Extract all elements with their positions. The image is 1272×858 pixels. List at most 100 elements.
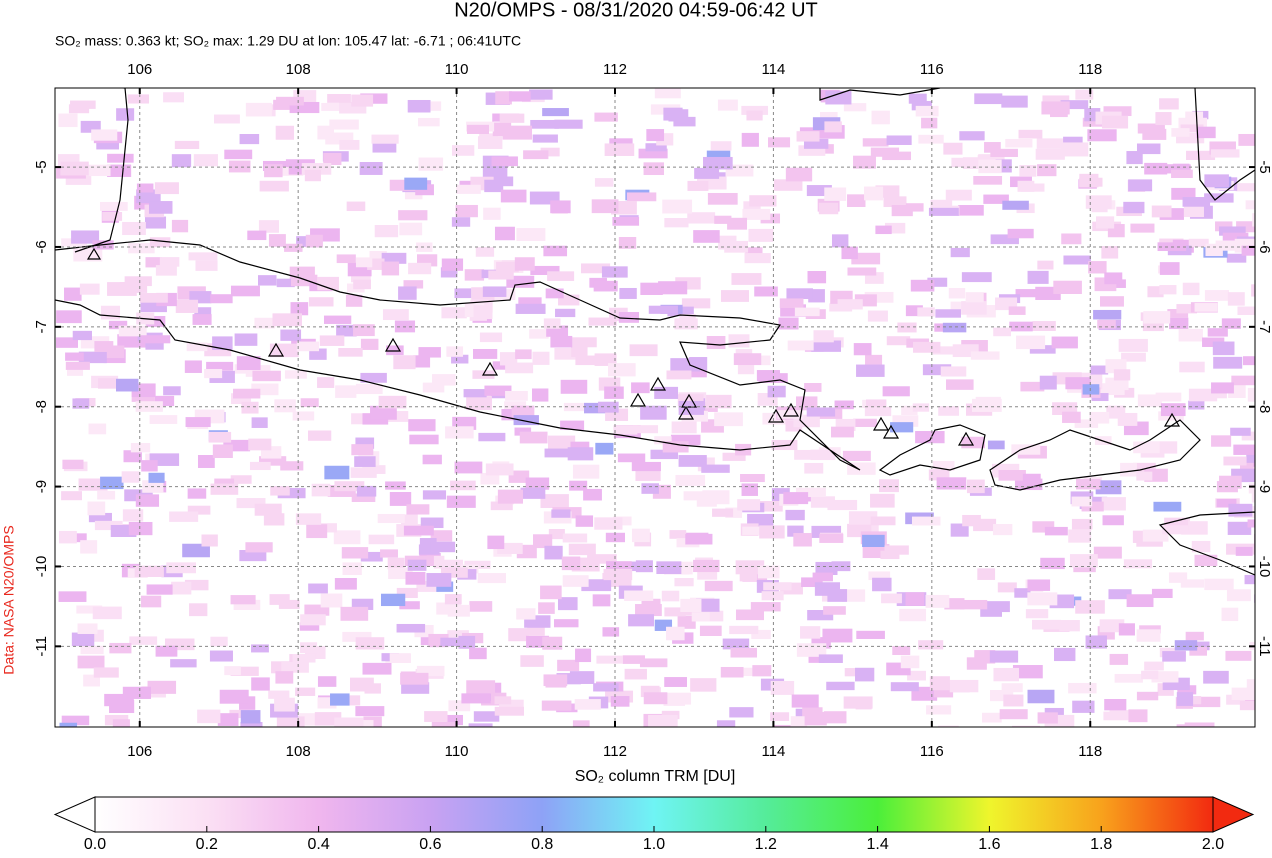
pixel bbox=[609, 138, 633, 148]
pixel bbox=[284, 370, 307, 379]
pixel bbox=[112, 719, 130, 727]
pixel bbox=[1188, 238, 1209, 248]
pixel bbox=[355, 437, 375, 449]
pixel bbox=[831, 234, 849, 248]
pixel bbox=[446, 346, 464, 357]
pixel bbox=[122, 509, 144, 522]
volcanoes bbox=[86, 247, 1181, 446]
pixel bbox=[139, 293, 168, 303]
pixel bbox=[679, 314, 696, 328]
pixel bbox=[532, 134, 558, 143]
pixel bbox=[387, 557, 405, 570]
pixel bbox=[323, 152, 342, 166]
pixel bbox=[64, 287, 82, 301]
pixel bbox=[306, 524, 328, 539]
pixel bbox=[487, 535, 505, 550]
pixel bbox=[938, 406, 960, 416]
pixel bbox=[542, 108, 569, 117]
pixel bbox=[643, 692, 668, 705]
y-tick-label: -10 bbox=[33, 556, 50, 578]
pixel bbox=[426, 573, 452, 587]
volcano bbox=[957, 431, 975, 446]
pixel bbox=[935, 309, 961, 318]
pixel bbox=[321, 102, 348, 111]
colorbar-tick-label: 0.0 bbox=[84, 836, 106, 853]
pixel bbox=[362, 662, 392, 675]
pixel bbox=[677, 394, 704, 407]
pixel bbox=[461, 693, 491, 704]
pixel bbox=[950, 301, 968, 311]
pixel bbox=[58, 530, 77, 544]
pixel bbox=[1213, 356, 1243, 369]
pixel bbox=[1238, 133, 1255, 146]
pixel bbox=[569, 337, 597, 348]
pixel bbox=[871, 110, 890, 125]
pixel bbox=[401, 682, 430, 694]
pixel bbox=[752, 665, 772, 677]
pixel bbox=[78, 351, 107, 364]
pixel bbox=[1226, 589, 1251, 602]
pixel bbox=[469, 647, 487, 660]
pixel bbox=[124, 276, 152, 287]
pixel bbox=[770, 712, 790, 721]
volcano bbox=[86, 247, 102, 260]
pixel bbox=[987, 440, 1005, 450]
pixel bbox=[1019, 165, 1037, 177]
pixel bbox=[482, 286, 507, 297]
pixel bbox=[786, 288, 813, 299]
pixel bbox=[1168, 572, 1188, 583]
pixel bbox=[662, 441, 689, 453]
pixel bbox=[624, 590, 654, 601]
pixel bbox=[1142, 320, 1164, 332]
pixel bbox=[1189, 646, 1208, 656]
pixel bbox=[1035, 148, 1065, 160]
pixel bbox=[406, 504, 430, 515]
pixel bbox=[416, 242, 433, 252]
pixel bbox=[251, 677, 270, 691]
pixel bbox=[677, 615, 696, 629]
pixel bbox=[245, 102, 272, 117]
pixel bbox=[737, 499, 761, 511]
pixel bbox=[531, 388, 549, 402]
pixel bbox=[748, 228, 774, 242]
pixel bbox=[638, 148, 668, 159]
pixel bbox=[276, 96, 304, 106]
pixel bbox=[1136, 143, 1161, 155]
pixel bbox=[544, 448, 574, 458]
pixel bbox=[1171, 187, 1196, 200]
pixel bbox=[804, 462, 824, 474]
pixel bbox=[1074, 419, 1099, 428]
pixel bbox=[706, 336, 726, 350]
pixel bbox=[56, 337, 78, 348]
pixel bbox=[628, 614, 655, 627]
pixel bbox=[567, 447, 594, 461]
pixel bbox=[1075, 89, 1094, 100]
x-tick-label: 114 bbox=[761, 61, 785, 78]
y-tick-label: -9 bbox=[33, 480, 50, 493]
pixel bbox=[433, 559, 463, 569]
pixel bbox=[259, 456, 287, 466]
pixel bbox=[1117, 412, 1138, 426]
pixel bbox=[1071, 496, 1093, 507]
pixel bbox=[304, 604, 330, 616]
pixel bbox=[1076, 478, 1101, 490]
pixel bbox=[727, 217, 748, 230]
pixel bbox=[1133, 441, 1160, 454]
pixel bbox=[800, 626, 821, 639]
pixel bbox=[418, 544, 440, 555]
pixel bbox=[1041, 101, 1070, 115]
pixel bbox=[508, 628, 530, 642]
pixel bbox=[466, 124, 490, 134]
pixel bbox=[603, 568, 633, 581]
pixel bbox=[808, 651, 825, 663]
pixel bbox=[368, 534, 395, 545]
pixel bbox=[404, 189, 423, 200]
pixel bbox=[456, 184, 481, 194]
pixel bbox=[870, 493, 895, 508]
pixel bbox=[455, 204, 478, 218]
pixel bbox=[263, 513, 285, 526]
pixel bbox=[1042, 95, 1070, 107]
pixel bbox=[970, 351, 1000, 360]
pixel bbox=[280, 329, 302, 341]
pixel bbox=[98, 378, 117, 389]
